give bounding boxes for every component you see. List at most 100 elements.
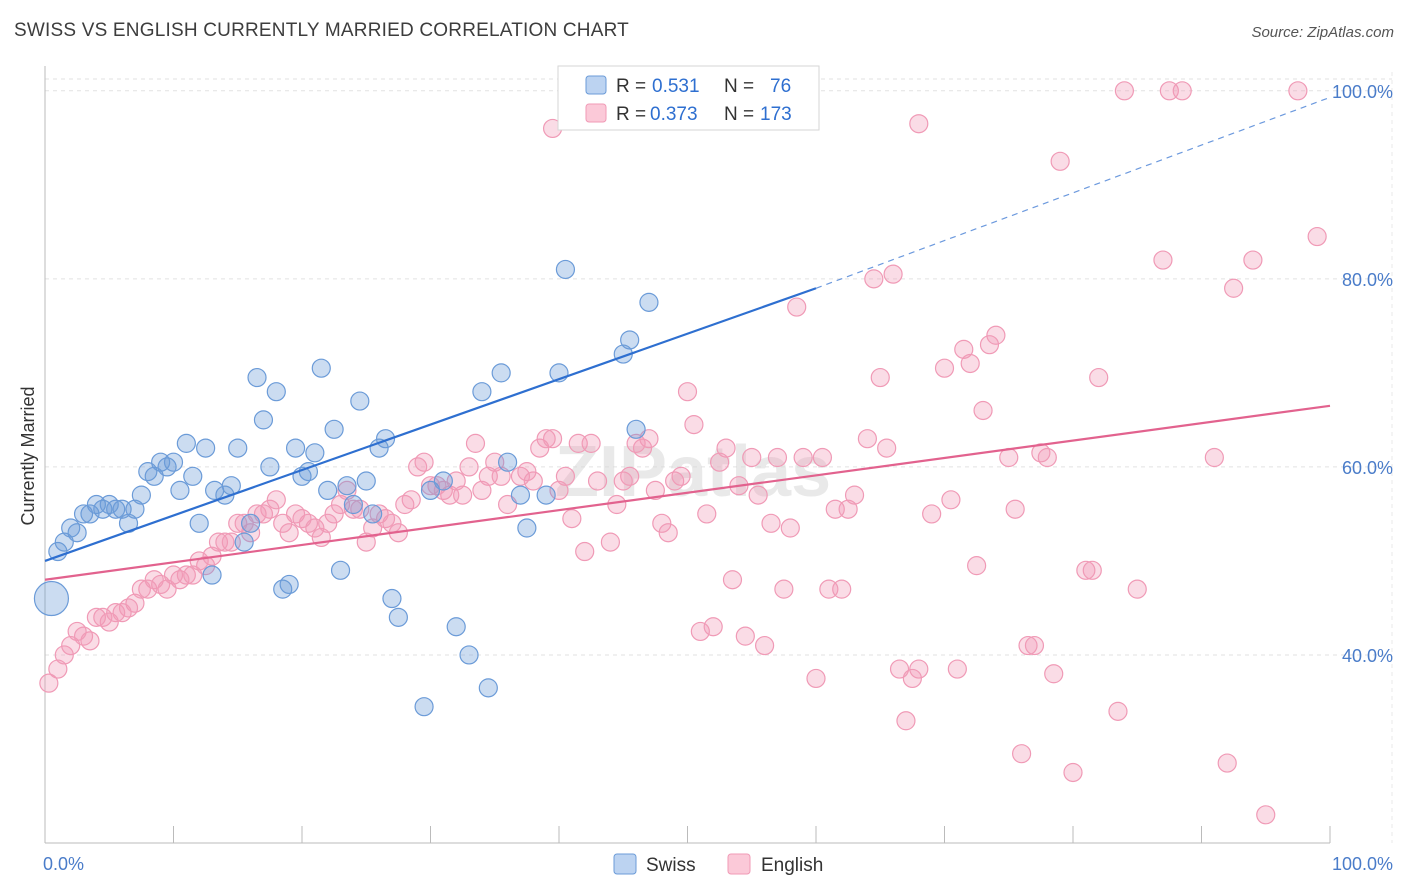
english-point (934, 358, 955, 378)
english-trend-line (44, 404, 1331, 581)
english-point (414, 452, 434, 472)
english-point (632, 438, 653, 458)
english-point (960, 353, 980, 374)
swiss-point (183, 466, 203, 486)
swiss-point (80, 504, 100, 524)
english-r-value: 0.373 (650, 104, 698, 125)
trend-lines (44, 96, 1331, 581)
english-point (761, 513, 781, 533)
english-point (864, 269, 884, 289)
english-point (176, 565, 196, 585)
english-point (318, 513, 338, 533)
english-point (491, 466, 511, 486)
english-point (658, 523, 678, 543)
english-point (1224, 278, 1244, 298)
english-point (215, 532, 235, 552)
english-point (1076, 560, 1096, 580)
english-point (581, 433, 601, 453)
swiss-point (202, 565, 222, 585)
grid-lines (45, 72, 1393, 843)
swiss-point (260, 457, 280, 477)
swiss-legend-swatch (585, 75, 607, 95)
swiss-point (363, 504, 383, 524)
y-tick-label: 40.0% (1342, 646, 1393, 666)
english-point (472, 480, 492, 501)
english-point (889, 659, 910, 679)
english-point (1204, 447, 1224, 468)
swiss-point (330, 560, 351, 580)
swiss-point (555, 259, 576, 280)
english-point (279, 523, 299, 543)
swiss-point (163, 452, 184, 472)
english-point (542, 429, 563, 449)
swiss-point (446, 617, 466, 637)
swiss-trend-extension (815, 96, 1331, 289)
english-point (1089, 367, 1109, 388)
swiss-point (318, 480, 338, 501)
english-point (1024, 635, 1045, 656)
swiss-point (253, 410, 274, 430)
english-point (1005, 499, 1025, 519)
swiss-point (420, 480, 441, 501)
english-point (1011, 744, 1032, 764)
swiss-point (337, 476, 357, 496)
english-point (131, 579, 151, 599)
english-point (99, 612, 119, 632)
english-point (754, 635, 775, 656)
swiss-point (189, 513, 209, 533)
english-point (1018, 635, 1038, 656)
swiss-point (498, 452, 518, 472)
swiss-point (350, 391, 370, 411)
english-point (690, 621, 710, 642)
swiss-point (305, 443, 325, 463)
english-point (48, 659, 68, 679)
swiss-point (241, 513, 261, 533)
english-point (671, 466, 691, 486)
english-point (1256, 805, 1276, 825)
english-point (909, 659, 929, 679)
english-point (677, 382, 698, 402)
english-point (620, 466, 640, 486)
english-points (39, 81, 1327, 825)
swiss-point (176, 433, 196, 453)
english-point (780, 518, 800, 538)
watermark: ZIPatlas (555, 432, 831, 512)
english-point (973, 400, 993, 421)
english-point (1108, 701, 1128, 721)
english-point (1153, 250, 1173, 270)
swiss-point (639, 292, 659, 312)
english-point (844, 485, 865, 505)
swiss-point (73, 504, 94, 524)
english-point (106, 603, 126, 623)
swiss-point (324, 419, 344, 439)
english-point (1172, 81, 1192, 101)
english-point (536, 429, 556, 449)
swiss-point (433, 471, 453, 491)
english-point (183, 565, 203, 585)
swiss-point (478, 678, 498, 698)
swiss-point (144, 466, 164, 486)
english-point (710, 452, 730, 472)
english-point (922, 504, 942, 524)
x-tick-label-min: 0.0% (43, 854, 84, 874)
english-point (587, 471, 608, 491)
english-point (838, 499, 858, 519)
english-legend-swatch (585, 103, 607, 123)
english-point (324, 504, 344, 524)
english-point (80, 631, 100, 651)
english-point (575, 541, 595, 562)
english-point (530, 438, 550, 458)
english-n-value: 173 (760, 104, 792, 125)
english-point (555, 466, 576, 486)
english-point (125, 593, 145, 613)
english-point (857, 429, 878, 449)
y-tick-label: 60.0% (1342, 458, 1393, 478)
english-point (1288, 81, 1308, 101)
swiss-trend-line (44, 287, 817, 562)
swiss-n-label: N = (724, 76, 754, 97)
english-point (896, 711, 916, 731)
english-point (343, 499, 363, 519)
swiss-point (510, 485, 531, 505)
english-point (465, 433, 486, 453)
